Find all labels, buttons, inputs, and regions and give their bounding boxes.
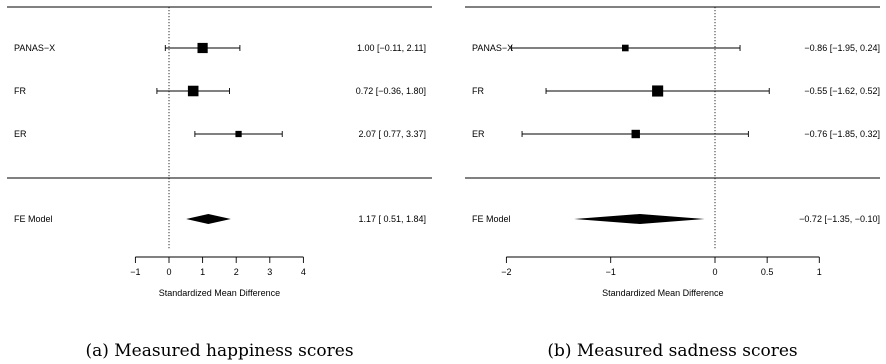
x-tick-label: 0 [712, 267, 717, 277]
summary-diamond [186, 214, 231, 224]
point-estimate-square [187, 85, 199, 97]
summary-diamond [574, 214, 705, 224]
study-label: FR [472, 86, 484, 96]
estimate-text: −0.76 [−1.85, 0.32] [804, 129, 880, 139]
x-tick-label: 1 [200, 267, 205, 277]
x-tick-label: 1 [817, 267, 822, 277]
x-tick-label: 4 [301, 267, 306, 277]
estimate-text: 1.00 [−0.11, 2.11] [357, 43, 426, 53]
x-tick-label: 0 [166, 267, 171, 277]
study-label: ER [472, 129, 485, 139]
x-tick-label: −2 [501, 267, 511, 277]
x-tick-label: 3 [267, 267, 272, 277]
panel-happiness: PANAS−X 1.00 [−0.11, 2.11] FR 0.72 [−0.36, … [7, 6, 432, 361]
point-estimate-square [652, 85, 664, 97]
panel-sadness: PANAS−X −0.86 [−1.95, 0.24] FR −0.55 [−1.62… [465, 6, 880, 361]
estimate-text: 0.72 [−0.36, 1.80] [356, 86, 426, 96]
summary-estimate-text: −0.72 [−1.35, −0.10] [799, 214, 880, 224]
study-label: PANAS−X [472, 43, 513, 53]
summary-estimate-text: 1.17 [ 0.51, 1.84] [358, 214, 426, 224]
x-tick-label: −1 [130, 267, 140, 277]
study-label: ER [14, 129, 27, 139]
x-tick-label: 0.5 [761, 267, 774, 277]
figure-caption: (a) Measured happiness scores [85, 341, 353, 361]
x-axis-title: Standardized Mean Difference [159, 288, 280, 298]
summary-label: FE Model [472, 214, 511, 224]
study-label: PANAS−X [14, 43, 55, 53]
point-estimate-square [622, 44, 629, 52]
estimate-text: −0.55 [−1.62, 0.52] [804, 86, 880, 96]
point-estimate-square [197, 42, 208, 54]
point-estimate-square [235, 130, 242, 138]
estimate-text: −0.86 [−1.95, 0.24] [804, 43, 880, 53]
x-tick-label: 2 [234, 267, 239, 277]
x-tick-label: −1 [606, 267, 616, 277]
figure-caption: (b) Measured sadness scores [547, 341, 797, 361]
x-axis-title: Standardized Mean Difference [602, 288, 723, 298]
estimate-text: 2.07 [ 0.77, 3.37] [358, 129, 426, 139]
summary-label: FE Model [14, 214, 53, 224]
point-estimate-square [631, 129, 640, 139]
study-label: FR [14, 86, 26, 96]
